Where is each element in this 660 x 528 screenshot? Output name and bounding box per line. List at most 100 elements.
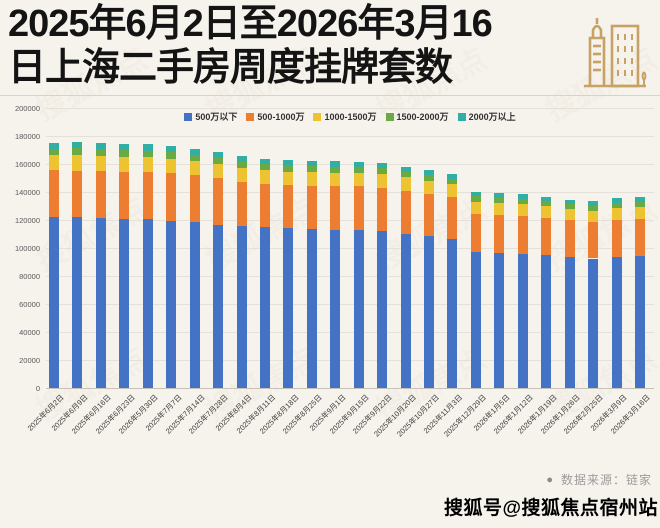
bar-segment xyxy=(119,150,130,157)
bar-segment xyxy=(635,256,645,388)
y-gridline xyxy=(46,108,654,109)
bar-segment xyxy=(424,170,435,176)
bar-segment xyxy=(189,154,200,162)
bar-segment xyxy=(635,196,645,202)
bar-segment xyxy=(213,151,224,158)
legend-label: 500万以下 xyxy=(195,112,238,122)
bar-segment xyxy=(424,236,435,388)
legend-item: 500-1000万 xyxy=(246,110,304,123)
page-title: 2025年6月2日至2026年3月16 日上海二手房周度挂牌套数 xyxy=(8,2,580,91)
header-divider xyxy=(0,95,660,96)
y-gridline xyxy=(46,332,654,333)
bar-segment xyxy=(330,229,341,388)
bar-segment xyxy=(306,172,317,186)
bar-segment xyxy=(236,181,247,226)
y-tick-label: 20000 xyxy=(19,356,40,365)
legend-item: 1000-1500万 xyxy=(313,110,377,123)
bar-segment xyxy=(72,148,83,156)
bar-segment xyxy=(189,221,200,388)
bar-segment xyxy=(377,163,388,169)
y-tick-label: 200000 xyxy=(14,104,40,113)
bar-segment xyxy=(142,219,153,388)
bar-segment xyxy=(236,168,247,182)
bar-segment xyxy=(95,149,106,156)
bar-segment xyxy=(377,174,388,188)
bar-segment xyxy=(49,148,59,156)
legend-label: 1500-2000万 xyxy=(396,112,449,122)
bar-segment xyxy=(95,142,106,150)
bar-segment xyxy=(588,205,599,211)
bar-segment xyxy=(259,170,270,184)
legend-label: 2000万以上 xyxy=(468,112,516,122)
bar-segment xyxy=(611,219,622,258)
bar-segment xyxy=(470,191,481,197)
bar-segment xyxy=(119,156,130,172)
y-gridline xyxy=(46,276,654,277)
bar-segment xyxy=(283,171,294,185)
bar-segment xyxy=(142,171,153,220)
bar-segment xyxy=(517,194,528,199)
bar-segment xyxy=(306,185,317,229)
page-title-line1: 2025年6月2日至2026年3月16 xyxy=(8,3,493,45)
bar-segment xyxy=(189,175,200,222)
y-tick-label: 160000 xyxy=(14,160,40,169)
bar-segment xyxy=(588,222,599,259)
bar-segment xyxy=(400,234,411,388)
bar-segment xyxy=(119,143,130,151)
y-gridline xyxy=(46,220,654,221)
bar-segment xyxy=(470,201,481,214)
bar-segment xyxy=(166,220,177,388)
bar-segment xyxy=(494,252,505,388)
legend-swatch-icon xyxy=(246,112,255,121)
bar-segment xyxy=(564,204,575,209)
bar-segment xyxy=(166,152,177,159)
bar-segment xyxy=(377,187,388,231)
sohu-branding: 搜狐号@搜狐焦点宿州站 xyxy=(443,498,658,519)
bar-segment xyxy=(236,156,247,162)
data-source-label: 数据来源：链家 xyxy=(560,473,652,487)
bar-segment xyxy=(541,196,552,202)
bar-segment xyxy=(259,158,270,164)
bar-segment xyxy=(588,210,599,223)
bar-segment xyxy=(306,228,317,388)
bar-segment xyxy=(330,166,341,173)
bar-segment xyxy=(119,171,130,219)
y-tick-label: 120000 xyxy=(14,216,40,225)
bar-segment xyxy=(330,172,341,187)
bar-segment xyxy=(259,183,270,227)
bar-segment xyxy=(494,214,505,253)
bar-segment xyxy=(142,150,153,157)
bar-segment xyxy=(470,213,481,253)
bar-segment xyxy=(72,170,83,218)
y-gridline xyxy=(46,304,654,305)
bar-segment xyxy=(400,171,411,178)
watermark-text: 搜狐焦点 xyxy=(30,192,153,278)
bar-segment xyxy=(353,230,364,388)
bar-segment xyxy=(494,202,505,215)
bar-segment xyxy=(95,155,106,171)
bar-segment xyxy=(517,204,528,216)
bar-segment xyxy=(377,230,388,388)
bar-segment xyxy=(353,161,364,168)
legend-label: 500-1000万 xyxy=(257,112,305,122)
bar-segment xyxy=(142,157,153,172)
bar-segment xyxy=(541,255,552,388)
bar-segment xyxy=(470,252,481,388)
bar-segment xyxy=(400,166,411,172)
bar-segment xyxy=(49,155,59,171)
bar-segment xyxy=(49,170,59,218)
bar-segment xyxy=(400,177,411,191)
bar-segment xyxy=(611,202,622,208)
bar-segment xyxy=(166,173,177,221)
bar-segment xyxy=(283,160,294,166)
bar-segment xyxy=(119,218,130,388)
bar-segment xyxy=(259,164,270,171)
legend-item: 2000万以上 xyxy=(457,110,516,123)
bar-segment xyxy=(424,181,435,195)
bar-segment xyxy=(541,201,552,207)
bar-segment xyxy=(588,201,599,206)
bar-segment xyxy=(611,207,622,220)
bar-segment xyxy=(517,199,528,205)
bar-segment xyxy=(283,185,294,229)
